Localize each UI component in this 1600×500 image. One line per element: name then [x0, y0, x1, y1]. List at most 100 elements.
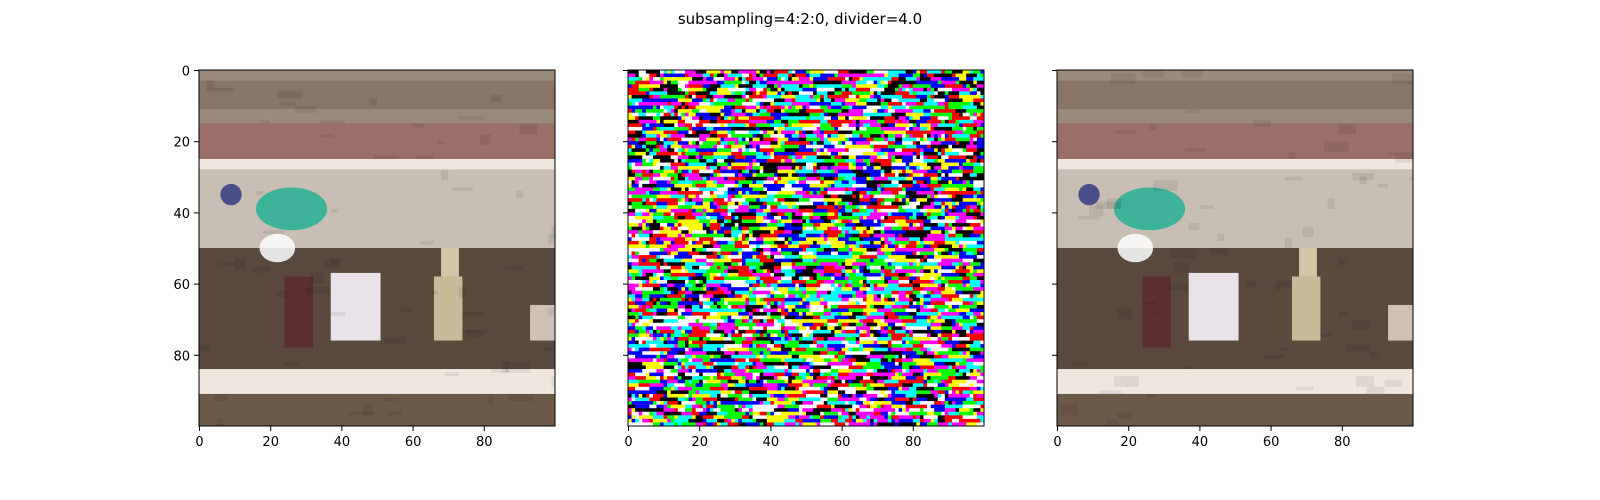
- noise-pixel-run: [631, 109, 636, 114]
- noise-pixel-run: [734, 404, 739, 409]
- noise-pixel-run: [741, 393, 750, 398]
- noise-pixel-run: [870, 77, 885, 81]
- noise-pixel-run: [652, 415, 664, 420]
- noise-pixel-run: [955, 205, 967, 210]
- noise-pixel-run: [741, 376, 746, 381]
- noise-pixel-run: [916, 198, 921, 203]
- texture-block: [441, 169, 449, 181]
- noise-pixel-run: [816, 422, 821, 426]
- noise-pixel-run: [731, 105, 736, 110]
- noise-pixel-run: [806, 73, 810, 78]
- figure-suptitle: subsampling=4:2:0, divider=4.0: [678, 10, 922, 28]
- noise-pixel-run: [912, 315, 928, 320]
- noise-pixel-run: [795, 376, 803, 381]
- noise-pixel-run: [752, 401, 757, 405]
- noise-pixel-run: [752, 287, 757, 292]
- noise-pixel-run: [784, 372, 793, 377]
- noise-pixel-run: [919, 148, 924, 153]
- noise-pixel-run: [880, 308, 885, 313]
- noise-pixel-run: [777, 329, 782, 334]
- noise-pixel-run: [795, 337, 800, 341]
- noise-pixel-run: [845, 87, 850, 92]
- noise-pixel-run: [852, 77, 860, 81]
- noise-pixel-run: [877, 208, 882, 213]
- noise-pixel-run: [695, 237, 700, 242]
- noise-pixel-run: [635, 287, 643, 292]
- noise-pixel-run: [884, 137, 889, 142]
- noise-pixel-run: [688, 194, 696, 199]
- noise-pixel-run: [749, 183, 757, 188]
- noise-pixel-run: [738, 329, 746, 334]
- noise-pixel-run: [823, 187, 828, 192]
- noise-pixel-run: [898, 272, 906, 277]
- noise-pixel-run: [877, 91, 882, 96]
- noise-pixel-run: [855, 404, 860, 409]
- noise-pixel-run: [909, 162, 928, 167]
- noise-pixel-run: [845, 379, 850, 384]
- noise-pixel-run: [959, 390, 963, 395]
- noise-pixel-run: [670, 180, 675, 185]
- noise-pixel-run: [677, 354, 686, 359]
- noise-pixel-run: [677, 226, 686, 231]
- noise-pixel-run: [749, 415, 753, 420]
- noise-pixel-run: [628, 91, 647, 96]
- noise-pixel-run: [927, 98, 935, 103]
- noise-pixel-run: [692, 390, 696, 395]
- noise-pixel-run: [656, 73, 661, 78]
- texture-block: [213, 393, 228, 402]
- noise-pixel-run: [631, 255, 639, 259]
- noise-pixel-run: [820, 98, 825, 103]
- noise-pixel-run: [638, 130, 643, 135]
- noise-pixel-run: [628, 415, 632, 420]
- noise-pixel-run: [927, 326, 931, 331]
- noise-pixel-run: [930, 301, 939, 306]
- noise-pixel-run: [798, 212, 803, 217]
- noise-pixel-run: [717, 205, 721, 210]
- noise-pixel-run: [656, 201, 668, 206]
- noise-pixel-run: [891, 226, 903, 231]
- noise-pixel-run: [948, 365, 953, 370]
- noise-pixel-run: [635, 329, 639, 334]
- noise-pixel-run: [738, 215, 743, 220]
- noise-pixel-run: [713, 191, 725, 195]
- noise-pixel-run: [709, 337, 725, 341]
- noise-pixel-run: [966, 415, 978, 420]
- noise-pixel-run: [766, 180, 775, 185]
- noise-pixel-run: [827, 255, 835, 259]
- noise-pixel-run: [941, 176, 956, 181]
- noise-pixel-run: [916, 376, 924, 381]
- noise-pixel-run: [674, 77, 689, 81]
- noise-pixel-run: [663, 70, 668, 74]
- noise-pixel-run: [766, 191, 778, 195]
- noise-pixel-run: [763, 354, 768, 359]
- noise-pixel-run: [660, 379, 668, 384]
- noise-pixel-run: [674, 194, 686, 199]
- noise-pixel-run: [905, 166, 910, 170]
- noise-pixel-run: [702, 70, 707, 74]
- noise-pixel-run: [912, 155, 917, 160]
- noise-pixel-run: [834, 144, 846, 149]
- noise-pixel-run: [980, 198, 984, 203]
- noise-pixel-run: [749, 315, 753, 320]
- noise-pixel-run: [898, 372, 903, 377]
- noise-pixel-run: [720, 354, 732, 359]
- noise-pixel-run: [823, 137, 828, 142]
- noise-pixel-run: [770, 230, 775, 235]
- noise-pixel-run: [862, 283, 867, 288]
- noise-pixel-run: [652, 326, 657, 331]
- noise-pixel-run: [781, 344, 785, 348]
- noise-pixel-run: [791, 369, 803, 373]
- noise-pixel-run: [866, 208, 874, 213]
- noise-pixel-run: [827, 77, 846, 81]
- noise-pixel-run: [912, 272, 924, 277]
- noise-pixel-run: [830, 308, 842, 313]
- noise-pixel-run: [802, 390, 807, 395]
- noise-pixel-run: [951, 287, 956, 292]
- noise-pixel-run: [912, 287, 924, 292]
- noise-pixel-run: [955, 422, 967, 426]
- noise-pixel-run: [688, 80, 693, 85]
- noise-pixel-run: [717, 194, 728, 199]
- noise-pixel-run: [759, 169, 764, 174]
- noise-pixel-run: [635, 248, 654, 252]
- noise-pixel-run: [809, 361, 814, 366]
